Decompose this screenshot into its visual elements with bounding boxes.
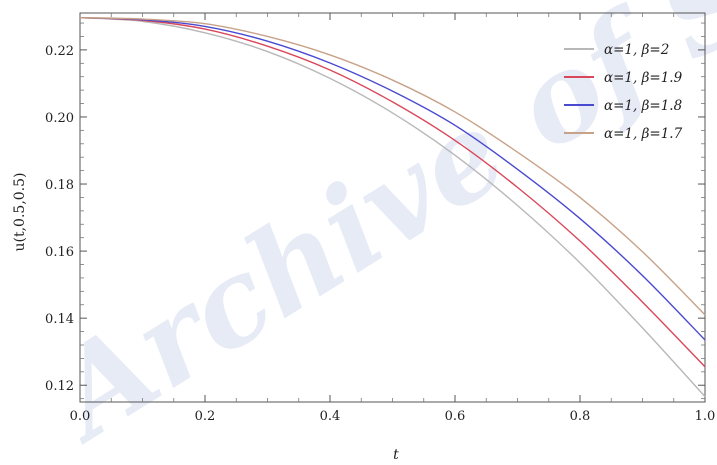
- legend-label: α=1, β=2: [604, 42, 669, 58]
- series-line-2: [79, 16, 706, 368]
- x-axis-label: t: [393, 447, 399, 463]
- y-tick-label: 0.20: [45, 111, 74, 126]
- y-axis-label: u(t,0.5,0.5): [12, 173, 28, 252]
- series-line-4: [79, 16, 706, 316]
- x-tick-label: 0.6: [445, 409, 466, 424]
- legend: α=1, β=2 α=1, β=1.9 α=1, β=1.8 α=1, β=1.7: [564, 42, 683, 142]
- y-tick-label: 0.18: [45, 178, 74, 193]
- series-line-1: [79, 16, 706, 398]
- legend-label: α=1, β=1.9: [604, 70, 683, 86]
- y-tick-label: 0.16: [45, 245, 74, 260]
- y-axis: 0.12 0.14 0.16 0.18 0.20 0.22: [45, 22, 705, 400]
- x-tick-label: 0.8: [570, 409, 591, 424]
- legend-label: α=1, β=1.8: [604, 98, 683, 114]
- legend-label: α=1, β=1.7: [604, 126, 683, 142]
- y-tick-label: 0.14: [45, 312, 74, 327]
- x-tick-label: 1.0: [695, 409, 716, 424]
- series-group: [79, 16, 706, 398]
- series-line-3: [79, 16, 706, 341]
- x-tick-label: 0.4: [320, 409, 341, 424]
- y-tick-label: 0.22: [45, 44, 74, 59]
- x-tick-label: 0.2: [195, 409, 216, 424]
- x-tick-label: 0.0: [70, 409, 91, 424]
- y-tick-label: 0.12: [45, 379, 74, 394]
- x-axis: 0.0 0.2 0.4 0.6 0.8 1.0: [70, 13, 716, 424]
